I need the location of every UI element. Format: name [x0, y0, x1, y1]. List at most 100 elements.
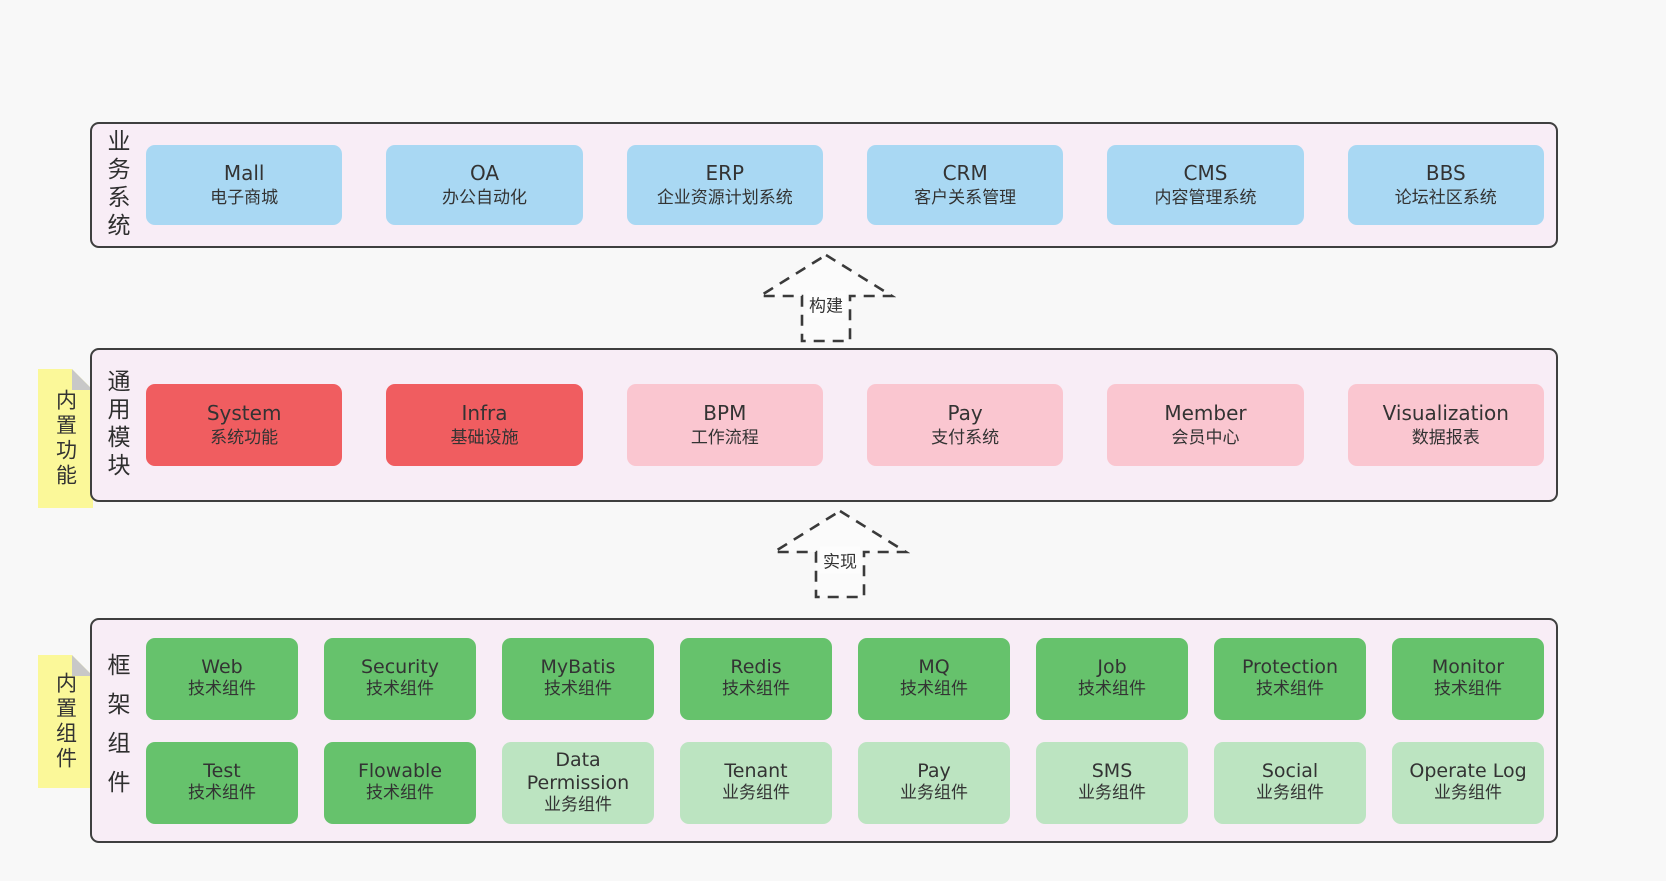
- component-description: 业务组件: [900, 783, 968, 804]
- component-description: 电子商城: [210, 188, 279, 209]
- framework-components-row-2: Test 技术组件 Flowable 技术组件 Data Permission 业务组件 T…: [146, 741, 1544, 824]
- component-name: Redis: [730, 656, 782, 679]
- component-box-member: Member 会员中心: [1107, 384, 1304, 466]
- up-block-arrow-build: 构建: [756, 252, 896, 344]
- component-description: 技术组件: [188, 679, 256, 700]
- component-box-security: Security 技术组件: [324, 637, 476, 720]
- component-name: Operate Log: [1409, 760, 1527, 783]
- component-name: Protection: [1241, 656, 1339, 679]
- component-description: 技术组件: [900, 679, 968, 700]
- component-description: 技术组件: [1256, 679, 1324, 700]
- component-box-oa: OA 办公自动化: [386, 145, 583, 225]
- component-name: MyBatis: [540, 656, 616, 679]
- component-description: 系统功能: [210, 428, 279, 449]
- component-box-bpm: BPM 工作流程: [626, 384, 823, 466]
- component-description: 办公自动化: [441, 188, 527, 209]
- component-box-cms: CMS 内容管理系统: [1107, 145, 1304, 225]
- component-box-operate-log: Operate Log 业务组件: [1392, 741, 1544, 824]
- component-description: 工作流程: [690, 428, 759, 449]
- arrow-label-implement: 实现: [820, 546, 860, 574]
- layer-label-framework-components: 框架组件: [103, 652, 129, 809]
- layer-label-common-modules: 通用模块: [103, 369, 129, 481]
- component-description: 基础设施: [450, 428, 519, 449]
- component-name: Social: [1261, 760, 1319, 783]
- component-description: 业务组件: [1256, 783, 1324, 804]
- component-description: 业务组件: [1078, 783, 1146, 804]
- component-box-pay: Pay 支付系统: [866, 384, 1064, 466]
- component-box-tenant: Tenant 业务组件: [680, 741, 832, 824]
- component-box-mall: Mall 电子商城: [146, 145, 343, 225]
- component-name: Monitor: [1431, 656, 1505, 679]
- component-box-crm: CRM 客户关系管理: [866, 145, 1064, 225]
- component-box-web: Web 技术组件: [146, 637, 298, 720]
- component-description: 业务组件: [722, 783, 790, 804]
- component-description: 技术组件: [1078, 679, 1146, 700]
- component-box-system: System 系统功能: [146, 384, 343, 466]
- component-box-mq: MQ 技术组件: [858, 637, 1010, 720]
- layer-common-modules: 通用模块 System 系统功能 Infra 基础设施 BPM 工作流程 Pay 支付系统 Me…: [90, 348, 1558, 502]
- component-name: Data Permission: [526, 749, 630, 794]
- component-box-visualization: Visualization 数据报表: [1347, 384, 1544, 466]
- component-description: 企业资源计划系统: [656, 188, 793, 209]
- component-box-sms: SMS 业务组件: [1036, 741, 1188, 824]
- component-description: 技术组件: [1434, 679, 1502, 700]
- sticky-note-label: 内置组件: [53, 671, 78, 772]
- component-description: 技术组件: [722, 679, 790, 700]
- component-description: 技术组件: [366, 679, 434, 700]
- component-name: System: [206, 401, 282, 426]
- component-box-job: Job 技术组件: [1036, 637, 1188, 720]
- component-name: SMS: [1091, 760, 1133, 783]
- component-box-erp: ERP 企业资源计划系统: [626, 145, 823, 225]
- component-name: Test: [203, 760, 241, 783]
- component-name: CMS: [1183, 161, 1228, 186]
- component-name: Security: [360, 656, 440, 679]
- up-block-arrow-implement: 实现: [770, 508, 910, 600]
- component-description: 内容管理系统: [1154, 188, 1257, 209]
- component-box-mybatis: MyBatis 技术组件: [502, 637, 654, 720]
- component-name: MQ: [918, 656, 950, 679]
- business-systems-row: Mall 电子商城 OA 办公自动化 ERP 企业资源计划系统 CRM 客户关系管理 CMS 内容…: [146, 145, 1544, 225]
- sticky-note-label: 内置功能: [53, 388, 78, 489]
- component-name: BPM: [703, 401, 747, 426]
- component-description: 客户关系管理: [914, 188, 1017, 209]
- layer-label-business-systems: 业务系统: [103, 129, 129, 241]
- component-description: 会员中心: [1171, 428, 1240, 449]
- component-box-pay: Pay 业务组件: [858, 741, 1010, 824]
- component-box-bbs: BBS 论坛社区系统: [1347, 145, 1544, 225]
- component-box-redis: Redis 技术组件: [680, 637, 832, 720]
- component-name: Pay: [917, 760, 951, 783]
- component-name: Web: [201, 656, 243, 679]
- sticky-note-built-in-components: 内置组件: [38, 655, 93, 788]
- component-description: 业务组件: [1434, 783, 1502, 804]
- component-box-flowable: Flowable 技术组件: [324, 741, 476, 824]
- common-modules-row: System 系统功能 Infra 基础设施 BPM 工作流程 Pay 支付系统 Member 会…: [146, 384, 1544, 466]
- layer-business-systems: 业务系统 Mall 电子商城 OA 办公自动化 ERP 企业资源计划系统 CRM 客户关系管理…: [90, 122, 1558, 248]
- component-description: 支付系统: [931, 428, 1000, 449]
- component-description: 技术组件: [544, 679, 612, 700]
- component-description: 数据报表: [1411, 428, 1480, 449]
- component-name: ERP: [705, 161, 745, 186]
- component-name: Infra: [461, 401, 508, 426]
- component-name: Tenant: [724, 760, 788, 783]
- component-box-social: Social 业务组件: [1214, 741, 1366, 824]
- component-box-monitor: Monitor 技术组件: [1392, 637, 1544, 720]
- component-name: CRM: [942, 161, 988, 186]
- component-name: Visualization: [1382, 401, 1509, 426]
- sticky-note-built-in-features: 内置功能: [38, 369, 93, 508]
- component-description: 技术组件: [188, 783, 256, 804]
- component-description: 论坛社区系统: [1394, 188, 1497, 209]
- component-description: 业务组件: [544, 794, 612, 815]
- component-name: Flowable: [357, 760, 443, 783]
- component-box-infra: Infra 基础设施: [386, 384, 583, 466]
- layer-framework-components: 框架组件 Web 技术组件 Security 技术组件 MyBatis 技术组件 Redis…: [90, 618, 1558, 843]
- component-box-protection: Protection 技术组件: [1214, 637, 1366, 720]
- arrow-label-build: 构建: [806, 290, 846, 318]
- component-name: BBS: [1425, 161, 1466, 186]
- component-box-data-permission: Data Permission 业务组件: [502, 741, 654, 824]
- component-description: 技术组件: [366, 783, 434, 804]
- component-name: Job: [1097, 656, 1127, 679]
- component-name: Pay: [947, 401, 983, 426]
- component-name: Member: [1164, 401, 1247, 426]
- component-name: Mall: [223, 161, 265, 186]
